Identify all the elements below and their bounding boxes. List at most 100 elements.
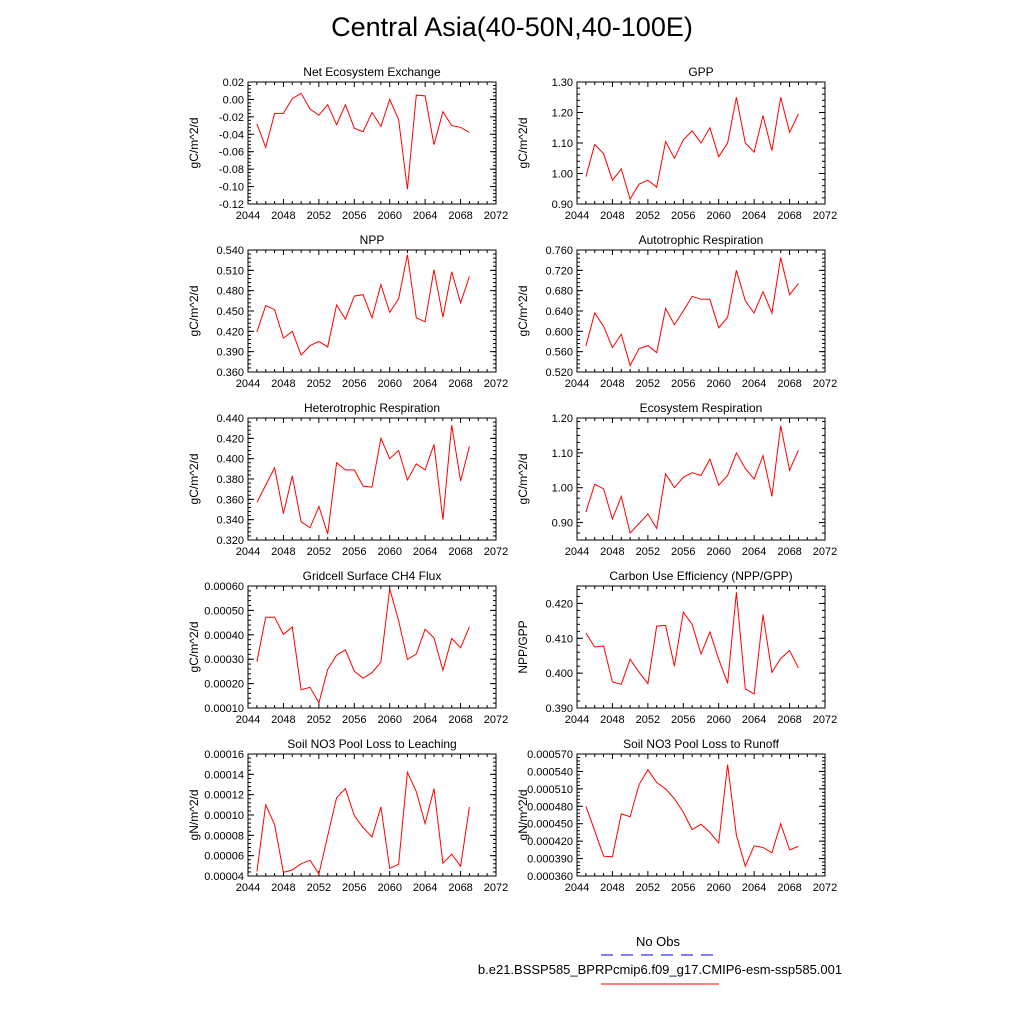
x-tick-label: 2068 — [448, 882, 472, 894]
x-tick-label: 2064 — [413, 210, 437, 222]
chart-panel-6: Gridcell Surface CH4 Flux gC/m^2/d 2044 204… — [187, 569, 508, 726]
x-tick-label: 2056 — [342, 714, 366, 726]
y-tick-label: 0.520 — [545, 367, 573, 379]
y-tick-label: 0.420 — [216, 326, 244, 338]
y-tick-label: 0.400 — [216, 454, 244, 466]
chart-title: Soil NO3 Pool Loss to Runoff — [623, 737, 780, 751]
x-tick-label: 2060 — [377, 378, 401, 390]
y-tick-label: 1.20 — [552, 108, 573, 120]
series-line — [585, 257, 799, 367]
x-tick-label: 2048 — [271, 378, 295, 390]
x-tick-label: 2064 — [742, 546, 766, 558]
x-tick-label: 2056 — [671, 882, 695, 894]
y-axis-label: gC/m^2/d — [187, 286, 201, 337]
x-tick-label: 2052 — [307, 378, 331, 390]
plot-frame — [247, 249, 497, 373]
x-tick-label: 2068 — [777, 546, 801, 558]
x-tick-label: 2052 — [636, 882, 660, 894]
x-tick-label: 2048 — [600, 714, 624, 726]
series-line — [585, 97, 799, 201]
y-tick-label: 0.000360 — [527, 871, 573, 883]
x-tick-label: 2048 — [600, 210, 624, 222]
x-tick-label: 2052 — [307, 210, 331, 222]
x-tick-label: 2072 — [813, 546, 837, 558]
y-tick-label: 0.400 — [545, 668, 573, 680]
y-tick-label: 0.390 — [216, 347, 244, 359]
series-line — [585, 592, 799, 695]
y-tick-label: 0.000510 — [527, 784, 573, 796]
x-tick-label: 2048 — [271, 210, 295, 222]
x-tick-label: 2060 — [706, 210, 730, 222]
chart-title: Gridcell Surface CH4 Flux — [303, 569, 442, 583]
x-tick-label: 2044 — [565, 546, 589, 558]
y-tick-label: 0.00060 — [204, 581, 244, 593]
x-tick-label: 2064 — [742, 210, 766, 222]
chart-title: Soil NO3 Pool Loss to Leaching — [287, 737, 456, 751]
x-tick-label: 2044 — [565, 210, 589, 222]
y-tick-label: 0.450 — [216, 306, 244, 318]
x-tick-label: 2064 — [742, 714, 766, 726]
x-tick-label: 2060 — [706, 378, 730, 390]
x-tick-label: 2060 — [706, 546, 730, 558]
y-axis-label: NPP/GPP — [516, 620, 530, 673]
plot-frame — [247, 585, 497, 709]
x-tick-label: 2072 — [813, 714, 837, 726]
chart-panel-8: Soil NO3 Pool Loss to Leaching gN/m^2/d 20… — [187, 737, 508, 894]
y-tick-label: 0.560 — [545, 347, 573, 359]
y-tick-label: 1.20 — [552, 413, 573, 425]
x-tick-label: 2056 — [342, 378, 366, 390]
y-tick-label: 0.00040 — [204, 630, 244, 642]
x-tick-label: 2056 — [671, 714, 695, 726]
x-tick-label: 2064 — [742, 378, 766, 390]
x-tick-label: 2060 — [706, 882, 730, 894]
y-tick-label: 0.680 — [545, 286, 573, 298]
x-tick-label: 2068 — [448, 378, 472, 390]
x-tick-label: 2072 — [813, 210, 837, 222]
y-tick-label: 1.30 — [552, 77, 573, 89]
chart-panel-9: Soil NO3 Pool Loss to Runoff gN/m^2/d 2044… — [516, 737, 837, 894]
y-axis-label: gC/m^2/d — [187, 118, 201, 169]
y-axis-label: gC/m^2/d — [516, 286, 530, 337]
y-tick-label: -0.02 — [219, 112, 244, 124]
x-tick-label: 2044 — [236, 546, 260, 558]
x-tick-label: 2060 — [377, 882, 401, 894]
x-tick-label: 2052 — [636, 210, 660, 222]
x-tick-label: 2048 — [271, 546, 295, 558]
x-tick-label: 2068 — [777, 210, 801, 222]
y-tick-label: 0.320 — [216, 535, 244, 547]
chart-panel-0: Net Ecosystem Exchange gC/m^2/d 2044 2048 20… — [187, 65, 508, 222]
x-tick-label: 2072 — [484, 882, 508, 894]
y-tick-label: 0.000570 — [527, 749, 573, 761]
x-tick-label: 2044 — [565, 882, 589, 894]
x-tick-label: 2056 — [671, 546, 695, 558]
x-tick-label: 2044 — [236, 210, 260, 222]
y-axis-label: gC/m^2/d — [516, 118, 530, 169]
y-tick-label: 0.000420 — [527, 836, 573, 848]
y-tick-label: 1.00 — [552, 169, 573, 181]
y-tick-label: 0.00014 — [204, 769, 244, 781]
y-tick-label: 0.00030 — [204, 654, 244, 666]
y-tick-label: 0.02 — [223, 77, 244, 89]
y-tick-label: 0.90 — [552, 199, 573, 211]
y-tick-label: -0.10 — [219, 182, 244, 194]
series-line — [256, 254, 470, 357]
y-tick-label: 0.00020 — [204, 679, 244, 691]
y-tick-label: 0.360 — [216, 367, 244, 379]
plot-frame — [247, 417, 497, 541]
x-tick-label: 2072 — [813, 882, 837, 894]
page-title: Central Asia(40-50N,40-100E) — [331, 12, 693, 42]
y-tick-label: 1.10 — [552, 138, 573, 150]
y-axis-label: gC/m^2/d — [516, 454, 530, 505]
x-tick-label: 2060 — [706, 714, 730, 726]
x-tick-label: 2060 — [377, 546, 401, 558]
x-tick-label: 2056 — [671, 378, 695, 390]
plot-frame — [247, 81, 497, 205]
y-tick-label: 0.00 — [223, 94, 244, 106]
series-line — [256, 588, 470, 705]
y-tick-label: 0.000390 — [527, 854, 573, 866]
x-tick-label: 2060 — [377, 714, 401, 726]
x-tick-label: 2056 — [671, 210, 695, 222]
y-tick-label: 0.00016 — [204, 749, 244, 761]
y-tick-label: 0.760 — [545, 245, 573, 257]
x-tick-label: 2068 — [777, 378, 801, 390]
